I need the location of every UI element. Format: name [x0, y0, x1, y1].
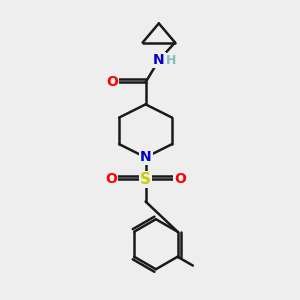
Text: H: H — [166, 54, 176, 67]
Text: S: S — [140, 172, 151, 187]
Text: O: O — [174, 172, 186, 186]
Text: O: O — [106, 75, 118, 89]
Text: N: N — [153, 53, 165, 67]
Text: N: N — [140, 150, 152, 164]
Text: O: O — [105, 172, 117, 186]
